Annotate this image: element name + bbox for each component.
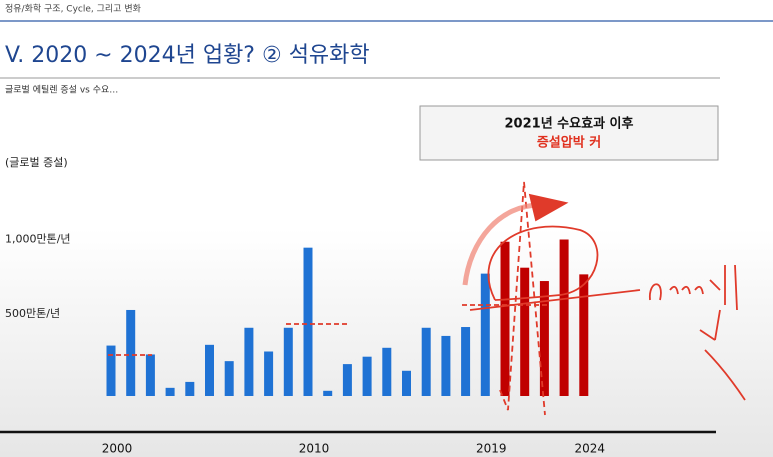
y-tick-label: 500만톤/년: [5, 307, 60, 320]
bar: [165, 387, 175, 396]
bar: [579, 274, 589, 396]
bar: [145, 354, 155, 396]
bar: [559, 239, 569, 396]
bar: [421, 327, 431, 396]
x-tick-label: 2024: [575, 442, 606, 456]
handwriting: [108, 181, 746, 416]
bar: [283, 327, 293, 396]
bar: [539, 281, 549, 396]
bar: [303, 247, 313, 396]
bar: [362, 356, 372, 396]
bar: [205, 344, 214, 396]
annotation-box: [419, 105, 719, 161]
bar: [342, 364, 352, 396]
annotation-text: 2021년 수요효과 이후: [505, 116, 634, 132]
bar: [461, 327, 471, 396]
plot: 500만톤/년 1,000만톤/년 2000 2010 2019 2024: [5, 233, 606, 456]
bar: [402, 370, 411, 396]
bar: [264, 351, 274, 396]
bar: [500, 241, 510, 396]
bar: [520, 267, 530, 396]
x-tick-label: 2000: [102, 442, 133, 456]
bar: [185, 381, 195, 396]
bar: [480, 273, 490, 396]
y-tick-label: 1,000만톤/년: [5, 233, 71, 246]
bar: [441, 335, 451, 396]
title: V. 2020 ~ 2024년 업황? ② 석유화학: [5, 43, 370, 68]
bar: [126, 309, 136, 396]
bar: [382, 347, 392, 396]
annotation-highlight: 증설압박 커: [537, 135, 601, 151]
x-tick-label: 2010: [299, 442, 330, 456]
bar: [106, 345, 116, 396]
y-label: (글로벌 증설): [5, 156, 68, 169]
x-tick-label: 2019: [476, 442, 507, 456]
subtitle: 글로벌 에틸렌 증설 vs 수요…: [5, 85, 118, 96]
breadcrumb: 정유/화학 구조, Cycle, 그리고 변화: [5, 4, 141, 15]
bar: [323, 390, 333, 396]
bar: [244, 327, 254, 396]
bar: [224, 361, 234, 396]
